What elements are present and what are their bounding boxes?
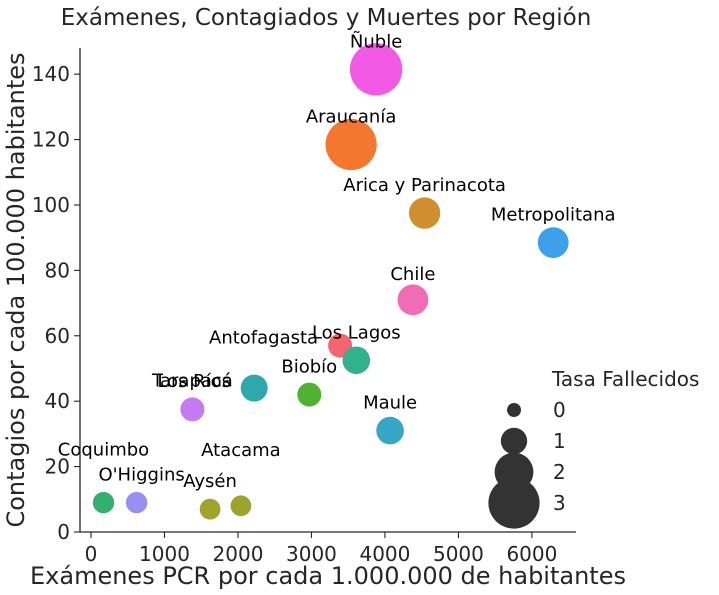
point-biobio [297,382,322,407]
y-tick-label: 120 [32,128,70,152]
x-tick-label: 5000 [433,542,484,566]
size-legend: Tasa Fallecidos 0 1 2 3 [488,367,699,529]
legend-label-2: 2 [553,460,566,484]
x-axis-label: Exámenes PCR por cada 1.000.000 de habit… [30,562,626,590]
point-label-los-rios: Los Ríos [157,371,231,392]
y-tick-label: 60 [45,324,70,348]
point-metropolitana [537,227,569,258]
point-label-chile: Chile [390,264,435,285]
point-label-biobio: Biobío [281,357,337,378]
point-label-atacama: Atacama [201,440,281,461]
point-maule [376,416,404,445]
points-layer [92,43,569,520]
point-tarapaca [180,397,205,422]
x-tick-label: 4000 [359,542,410,566]
x-tick-label: 0 [85,542,98,566]
x-ticks: 0 1000 2000 3000 4000 5000 6000 [85,532,557,566]
point-label-los-lagos: Los Lagos [312,322,401,343]
legend-marker-0 [507,403,521,417]
point-label-maule: Maule [363,393,417,414]
legend-marker-3 [488,477,540,529]
point-los-rios [240,374,268,402]
y-tick-label: 20 [45,455,70,479]
point-label-o-higgins: O'Higgins [98,465,184,486]
legend-label-0: 0 [553,398,566,422]
point-label-nuble: Ñuble [350,30,402,52]
point-chile [397,284,429,316]
point-label-coquimbo: Coquimbo [58,440,149,461]
point-label-metropolitana: Metropolitana [491,205,616,226]
point-coquimbo [92,491,115,514]
point-o-higgins [125,491,148,514]
point-labels-layer: Ñuble Araucanía Arica y Parinacota Metropol… [58,30,616,492]
point-arica-y-parinacota [408,197,441,229]
point-atacama [230,495,252,517]
legend-marker-1 [500,427,528,455]
legend-title: Tasa Fallecidos [551,367,699,391]
point-label-antofagasta: Antofagasta [209,328,318,349]
y-tick-label: 40 [45,389,70,413]
y-tick-label: 80 [45,258,70,282]
x-tick-label: 6000 [506,542,557,566]
point-label-aysen: Aysén [183,471,237,492]
x-tick-label: 3000 [286,542,337,566]
y-tick-label: 0 [57,520,70,544]
point-label-arica-y-parinacota: Arica y Parinacota [343,175,506,196]
chart-title: Exámenes, Contagiados y Muertes por Regi… [61,5,592,31]
x-tick-label: 2000 [213,542,264,566]
y-tick-label: 140 [32,62,70,86]
legend-label-1: 1 [553,429,566,453]
y-tick-label: 100 [32,193,70,217]
legend-label-3: 3 [553,491,566,515]
point-los-lagos [342,346,371,375]
y-axis-label: Contagios por cada 100.000 habitantes [2,52,30,527]
point-aysen [199,498,221,520]
x-tick-label: 1000 [139,542,190,566]
point-label-araucania: Araucanía [306,107,397,128]
y-ticks: 0 20 40 60 80 100 120 140 [32,62,80,544]
point-nuble [349,43,403,96]
point-araucania [325,118,377,171]
point-label-tarapaca: Tarapacá [151,370,233,391]
